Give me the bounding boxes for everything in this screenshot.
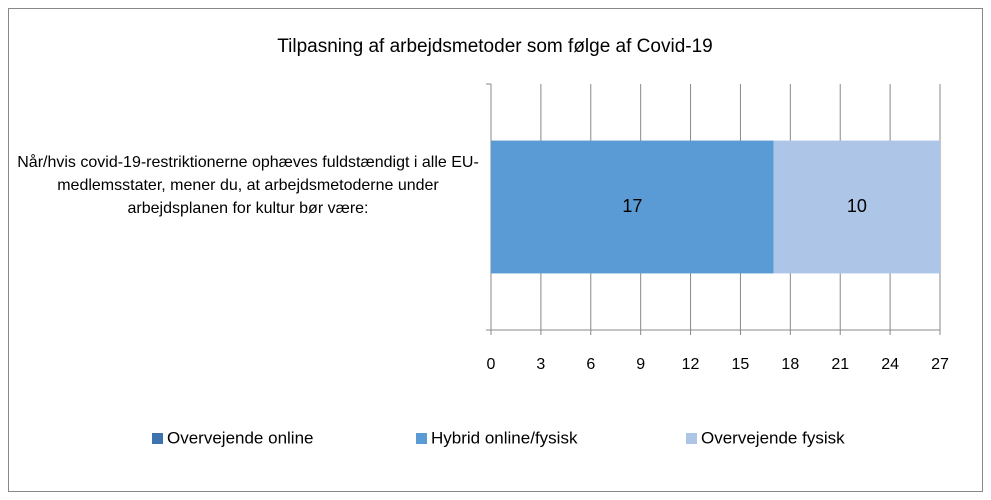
x-tick-label: 9: [636, 356, 645, 373]
category-label: Når/hvis covid-19-restriktionerne ophæve…: [17, 154, 479, 217]
legend-marker: [152, 433, 163, 444]
legend-marker: [416, 433, 427, 444]
bar-segment: [773, 140, 940, 274]
bar-segment: [491, 140, 774, 274]
data-label: 10: [847, 196, 867, 216]
x-tick-label: 27: [931, 356, 949, 373]
data-label: 17: [622, 196, 642, 216]
chart-title: Tilpasning af arbejdsmetoder som følge a…: [277, 36, 712, 57]
x-tick-label: 24: [881, 356, 899, 373]
x-tick-label: 6: [586, 356, 595, 373]
x-tick-label: 18: [781, 356, 799, 373]
x-tick-label: 15: [732, 356, 750, 373]
legend-marker: [686, 433, 697, 444]
x-tick-label: 12: [682, 356, 700, 373]
x-tick-label: 3: [536, 356, 545, 373]
legend-label: Overvejende fysisk: [701, 428, 845, 447]
x-tick-label: 0: [487, 356, 496, 373]
legend-label: Hybrid online/fysisk: [431, 428, 578, 447]
x-tick-label: 21: [831, 356, 849, 373]
legend-label: Overvejende online: [167, 428, 313, 447]
